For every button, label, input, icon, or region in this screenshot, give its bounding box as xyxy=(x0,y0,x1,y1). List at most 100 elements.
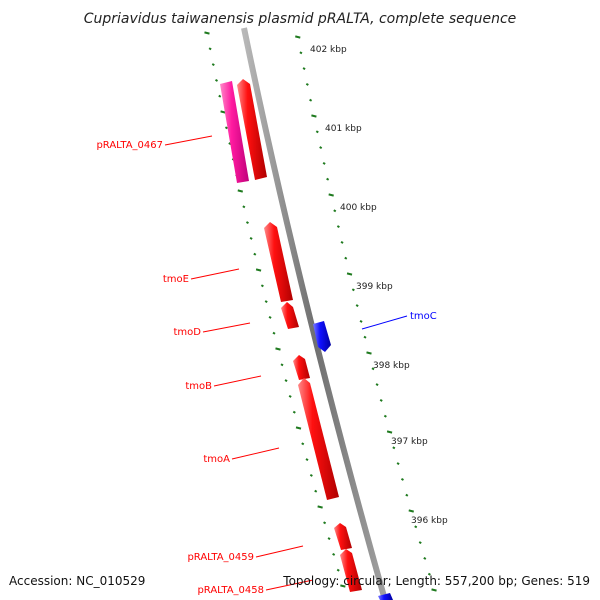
minor-tick xyxy=(326,177,330,181)
plasmid-backbone xyxy=(241,27,388,600)
minor-tick xyxy=(400,477,404,481)
minor-tick xyxy=(418,541,422,545)
leader-pRALTA_0467 xyxy=(164,135,213,146)
major-tick xyxy=(328,193,334,197)
minor-tick xyxy=(383,414,387,418)
accession-text: Accession: NC_010529 xyxy=(9,574,145,588)
minor-tick xyxy=(301,442,305,446)
gene-label-tmoE[interactable]: tmoE xyxy=(163,274,189,285)
major-tick xyxy=(295,426,302,430)
gene-label-tmoA[interactable]: tmoA xyxy=(203,454,230,465)
tick-label-398: 398 kbp xyxy=(373,361,410,371)
minor-tick xyxy=(423,556,427,560)
gene-label-pRALTA_0459[interactable]: pRALTA_0459 xyxy=(187,552,254,563)
gene-label-tmoB[interactable]: tmoB xyxy=(185,381,212,392)
minor-tick xyxy=(314,489,318,493)
minor-tick xyxy=(319,146,323,150)
minor-tick xyxy=(371,367,375,371)
major-tick xyxy=(346,272,353,276)
tick-label-397: 397 kbp xyxy=(391,437,428,447)
minor-tick xyxy=(332,552,336,556)
leader-pRALTA_0459 xyxy=(255,545,304,558)
minor-tick xyxy=(280,363,284,367)
minor-tick xyxy=(305,82,309,86)
major-tick xyxy=(220,110,226,114)
major-tick xyxy=(366,351,372,355)
gene-tmoA[interactable] xyxy=(298,378,339,500)
minor-tick xyxy=(375,383,379,387)
leader-tmoC xyxy=(361,315,408,330)
minor-tick xyxy=(242,205,246,209)
gene-pRALTA_0467[interactable] xyxy=(237,79,267,180)
gene-partial-reverse[interactable] xyxy=(378,593,393,600)
minor-tick xyxy=(323,521,327,525)
minor-tick xyxy=(336,225,340,229)
major-tick xyxy=(204,31,210,35)
leader-pRALTA_0458 xyxy=(265,579,314,591)
minor-tick xyxy=(305,458,309,462)
tick-label-401: 401 kbp xyxy=(325,124,362,134)
gene-tmoE[interactable] xyxy=(264,222,293,302)
gene-label-tmoD[interactable]: tmoD xyxy=(174,327,202,338)
minor-tick xyxy=(336,568,340,572)
minor-tick xyxy=(302,67,306,71)
leader-tmoA xyxy=(231,447,280,460)
tick-label-402: 402 kbp xyxy=(310,45,347,55)
leader-tmoB xyxy=(213,375,262,387)
minor-tick xyxy=(214,78,219,82)
minor-tick xyxy=(309,98,313,102)
minor-tick xyxy=(211,63,215,67)
minor-tick xyxy=(309,473,313,477)
major-tick xyxy=(317,505,323,509)
minor-tick xyxy=(260,284,264,288)
minor-tick xyxy=(396,462,400,466)
minor-tick xyxy=(322,161,326,165)
minor-tick xyxy=(245,221,249,225)
gene-tmoB[interactable] xyxy=(293,355,310,380)
gene-pRALTA_0467-pseudo[interactable] xyxy=(220,81,249,183)
major-tick xyxy=(408,509,414,513)
minor-tick xyxy=(379,398,383,402)
minor-tick xyxy=(284,379,288,383)
minor-tick xyxy=(288,394,292,398)
gene-label-pRALTA_0467[interactable]: pRALTA_0467 xyxy=(96,140,163,151)
major-tick xyxy=(311,114,317,118)
major-tick xyxy=(431,588,437,592)
minor-tick xyxy=(333,209,337,213)
leader-tmoD xyxy=(202,322,251,333)
minor-tick xyxy=(299,51,303,55)
minor-tick xyxy=(363,335,367,339)
gene-label-pRALTA_0458[interactable]: pRALTA_0458 xyxy=(197,585,264,596)
minor-tick xyxy=(359,319,363,323)
major-tick xyxy=(255,268,262,272)
minor-tick xyxy=(427,572,431,576)
major-tick xyxy=(340,584,346,588)
minor-tick xyxy=(351,288,355,292)
minor-tick xyxy=(249,236,253,240)
minor-tick xyxy=(292,410,296,414)
gene-tmoC[interactable] xyxy=(313,321,331,352)
topology-text: Topology: circular; Length: 557,200 bp; … xyxy=(282,574,590,588)
map-title: Cupriavidus taiwanensis plasmid pRALTA, … xyxy=(84,11,517,27)
major-tick xyxy=(295,35,301,39)
major-tick xyxy=(275,347,281,351)
gene-pRALTA_0459[interactable] xyxy=(334,523,352,550)
minor-tick xyxy=(340,240,344,244)
minor-tick xyxy=(344,256,348,260)
gene-tmoD[interactable] xyxy=(281,302,299,329)
tick-label-396: 396 kbp xyxy=(411,516,448,526)
outer-tick-ring xyxy=(295,35,437,592)
inner-tick-ring xyxy=(204,31,346,588)
tick-label-399: 399 kbp xyxy=(356,282,393,292)
gene-label-tmoC[interactable]: tmoC xyxy=(410,311,437,322)
minor-tick xyxy=(264,300,268,304)
minor-tick xyxy=(405,493,409,497)
minor-tick xyxy=(392,446,396,450)
minor-tick xyxy=(268,315,272,319)
minor-tick xyxy=(224,126,228,130)
minor-tick xyxy=(327,537,331,541)
minor-tick xyxy=(355,304,359,308)
gene-pRALTA_0458[interactable] xyxy=(340,549,362,592)
